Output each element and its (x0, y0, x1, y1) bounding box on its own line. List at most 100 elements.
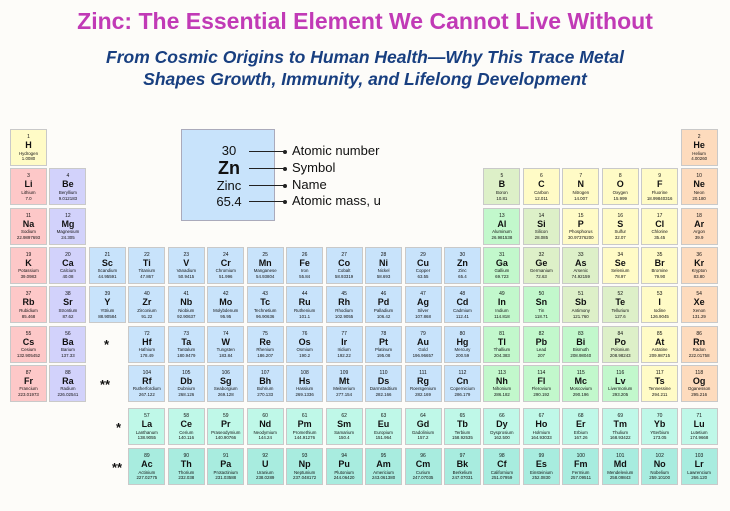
element-number: 17 (656, 212, 663, 219)
element-mass: 9.012183 (58, 195, 78, 201)
element-mass: 144.24 (258, 435, 272, 441)
element-number: 10 (696, 173, 702, 180)
key-label-name: Name (292, 177, 327, 192)
element-name: Terbium (454, 429, 471, 435)
element-symbol: Co (338, 257, 351, 268)
element-number: 26 (301, 251, 308, 258)
element-name: Arsenic (573, 268, 589, 274)
key-symbol: Zn (218, 158, 240, 178)
element-actinium: 89 Ac Actinium 227.02775 (128, 448, 166, 485)
element-neon: 10 Ne Neon 20.180 (680, 168, 718, 206)
element-symbol: Bh (259, 375, 272, 386)
element-number: 56 (65, 330, 71, 337)
lanthanide-row-marker: * (116, 420, 122, 435)
element-number: 28 (380, 251, 387, 258)
element-samarium: 62 Sm Samarium 150.4 (325, 408, 363, 445)
element-symbol: Ts (654, 375, 665, 386)
element-name: Francium (19, 386, 38, 392)
element-number: 102 (655, 453, 664, 459)
element-number: 51 (578, 291, 584, 298)
element-symbol: Es (535, 459, 547, 469)
element-number: 91 (222, 453, 229, 459)
element-name: Calcium (60, 268, 76, 274)
element-potassium: 19 K Potassium 39.0983 (10, 246, 47, 284)
element-name: Darmstadtium (369, 386, 398, 392)
element-symbol: O (616, 179, 624, 190)
element-mass: 196.96657 (412, 352, 434, 358)
element-number: 53 (656, 291, 663, 298)
element-name: Nihonium (492, 386, 512, 392)
element-symbol: Ta (181, 336, 192, 347)
element-number: 82 (538, 330, 545, 337)
element-symbol: Th (180, 459, 192, 469)
element-symbol: Bk (456, 459, 469, 469)
element-symbol: Ru (298, 297, 311, 308)
element-mass: 140.90766 (215, 435, 237, 441)
element-name: Neon (693, 189, 705, 195)
element-symbol: N (577, 179, 585, 190)
element-mass: 208.98243 (609, 352, 631, 358)
element-name: Thallium (493, 347, 511, 352)
element-symbol: Bi (576, 336, 586, 347)
element-symbol: Nb (180, 297, 193, 308)
key-label-mass: Atomic mass, u (292, 193, 381, 208)
element-mass: 126.9045 (650, 313, 669, 319)
element-number: 115 (576, 369, 585, 376)
element-uranium: 92 U Uranium 238.0289 (246, 448, 284, 485)
element-number: 23 (183, 251, 190, 258)
element-name: Silver (417, 307, 429, 313)
element-symbol: Pm (297, 419, 312, 429)
element-number: 99 (538, 453, 545, 459)
element-number: 47 (420, 291, 426, 298)
legend-key-box: 30 Zn Zinc 65.4 (181, 129, 275, 221)
element-symbol: Ni (379, 257, 389, 268)
element-name: Plutonium (334, 469, 354, 475)
key-name: Zinc (216, 178, 242, 193)
element-number: 50 (538, 291, 545, 298)
element-moscovium: 115 Mc Moscovium 290.196 (562, 364, 600, 402)
element-mass: 223.01973 (18, 392, 39, 398)
element-symbol: Pb (535, 336, 548, 347)
element-hafnium: 72 Hf Hafnium 178.49 (128, 325, 166, 363)
element-mass: 83.80 (693, 274, 705, 280)
element-iodine: 53 I Iodine 126.9045 (641, 286, 679, 324)
element-number: 6 (539, 173, 543, 180)
element-mass: 132.905452 (16, 352, 41, 358)
element-name: Astatine (651, 347, 668, 352)
element-name: Tungsten (216, 347, 235, 352)
element-symbol: Og (692, 375, 706, 386)
element-symbol: Cr (220, 257, 231, 268)
element-mass: 266.120 (691, 475, 708, 481)
element-name: Promethium (292, 429, 317, 435)
element-mass: 137.33 (61, 352, 75, 358)
element-number: 62 (341, 413, 347, 419)
element-symbol: Mg (61, 218, 75, 229)
element-number: 104 (142, 369, 152, 376)
element-name: Phosphorus (569, 229, 593, 235)
element-number: 76 (301, 330, 308, 337)
element-name: Ruthenium (294, 307, 316, 313)
element-symbol: Cu (417, 257, 429, 268)
element-mass: 74.92159 (571, 274, 590, 280)
element-hydrogen: 1 H Hydrogen 1.0080 (10, 129, 47, 166)
element-symbol: Rh (338, 297, 351, 308)
element-number: 44 (301, 291, 308, 298)
element-symbol: Cf (497, 459, 507, 469)
element-name: Tin (538, 307, 545, 313)
element-chromium: 24 Cr Chromium 51.996 (207, 246, 245, 284)
element-number: 38 (65, 291, 71, 298)
element-holmium: 67 Ho Holmium 164.93033 (522, 408, 560, 445)
element-symbol: C (538, 179, 545, 190)
element-symbol: Ga (495, 257, 508, 268)
element-symbol: W (221, 336, 231, 347)
element-number: 70 (656, 413, 663, 419)
element-number: 31 (499, 251, 505, 258)
element-number: 25 (262, 251, 268, 258)
element-rhodium: 45 Rh Rhodium 102.9055 (325, 286, 363, 324)
element-name: Beryllium (58, 189, 77, 195)
element-name: Helium (692, 150, 706, 156)
element-palladium: 46 Pd Palladium 106.42 (365, 286, 403, 324)
element-lanthanum: 57 La Lanthanum 138.9055 (128, 408, 166, 445)
element-name: Chlorine (651, 229, 668, 235)
element-symbol: Si (537, 218, 546, 229)
